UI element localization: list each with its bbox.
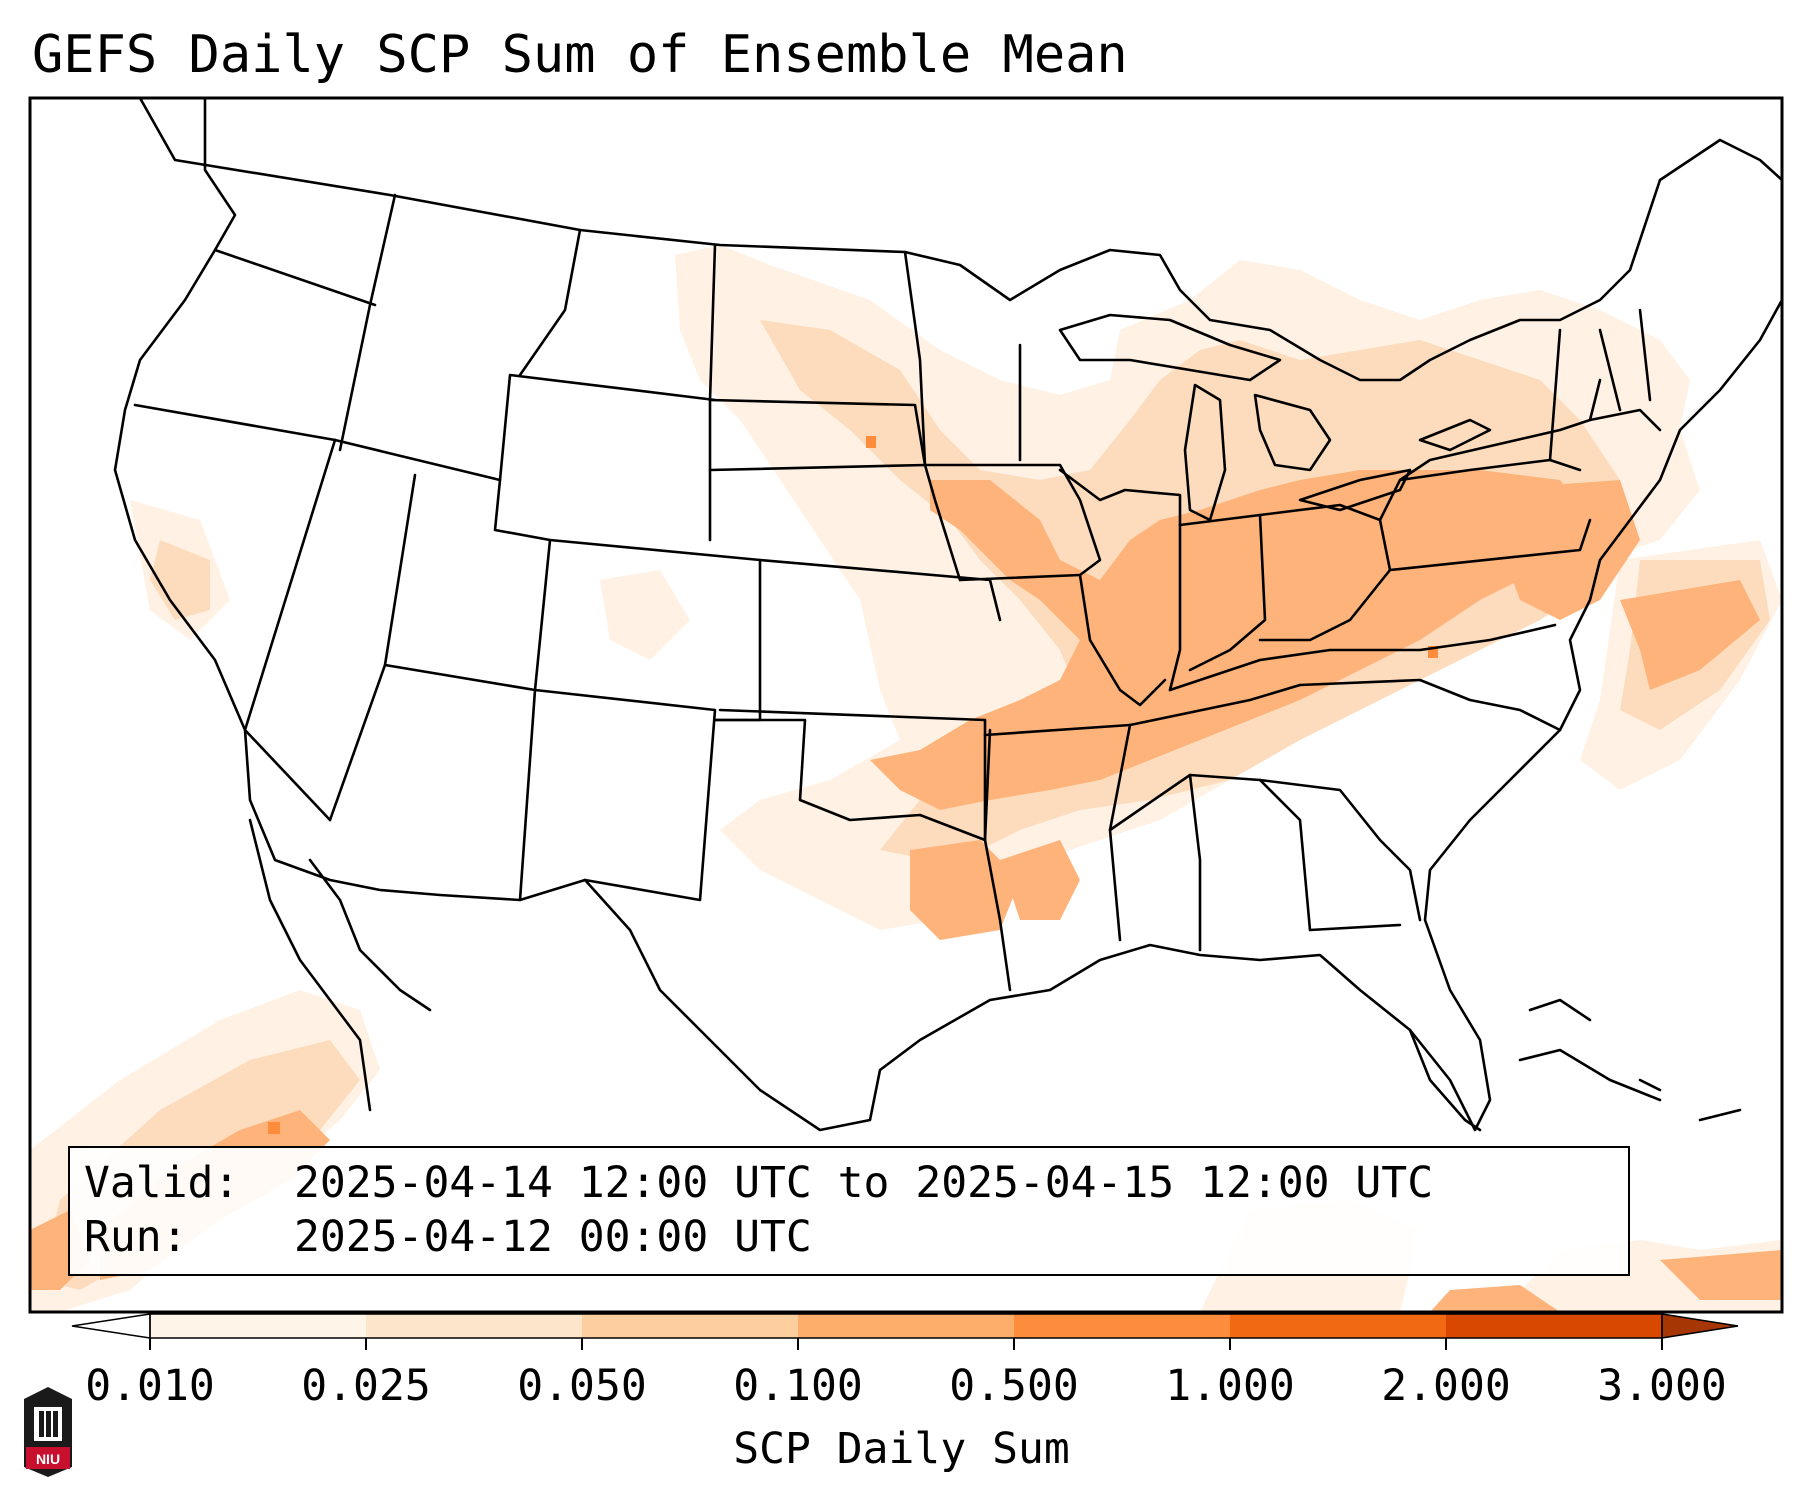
colorbar-tick-label: 0.500 [949, 1361, 1079, 1411]
colorbar-tick-label: 0.010 [85, 1361, 215, 1411]
canada-border [138, 98, 1782, 382]
colorbar-tick-label: 0.100 [733, 1361, 863, 1411]
map-frame [28, 96, 1784, 1314]
colorbar-ticks [149, 1338, 1663, 1350]
valid-label: Valid: [84, 1158, 240, 1208]
lake-superior [1058, 313, 1282, 382]
valid-line: Valid: 2025-04-14 12:00 UTC to 2025-04-15… [84, 1156, 1628, 1210]
run-value: 2025-04-12 00:00 UTC [294, 1212, 812, 1262]
colorbar-segment [582, 1314, 799, 1338]
colorbar-segment [366, 1314, 583, 1338]
colorbar-segment [150, 1314, 367, 1338]
lake-ontario [1418, 418, 1492, 452]
us-outline [113, 98, 1782, 1132]
lake-huron [1253, 393, 1332, 472]
colorbar-frame [149, 1313, 1663, 1339]
svg-text:NIU: NIU [36, 1451, 60, 1467]
info-box: Valid: 2025-04-14 12:00 UTC to 2025-04-15… [68, 1146, 1630, 1276]
colorbar-segment [1230, 1314, 1447, 1338]
boundaries [113, 98, 1782, 1132]
colorbar-extend-high [1661, 1313, 1739, 1339]
niu-logo-icon: NIU [24, 1387, 72, 1477]
run-line: Run: 2025-04-12 00:00 UTC [84, 1210, 1628, 1264]
colorbar-tick-label: 2.000 [1381, 1361, 1511, 1411]
colorbar-tick-label: 1.000 [1165, 1361, 1295, 1411]
run-label: Run: [84, 1212, 188, 1262]
colorbar-tick-label: 0.050 [517, 1361, 647, 1411]
colorbar-segment [1446, 1314, 1663, 1338]
colorbar-segment [1014, 1314, 1231, 1338]
colorbar [71, 1313, 1739, 1350]
colorbar-tick-label: 3.000 [1597, 1361, 1727, 1411]
colorbar-segment [798, 1314, 1015, 1338]
valid-value: 2025-04-14 12:00 UTC to 2025-04-15 12:00… [294, 1158, 1434, 1208]
colorbar-extend-low [71, 1313, 151, 1339]
colorbar-tick-label: 0.025 [301, 1361, 431, 1411]
page-title: GEFS Daily SCP Sum of Ensemble Mean [32, 25, 1128, 85]
scp-field-peak [268, 436, 1438, 1134]
colorbar-segments [150, 1314, 1663, 1338]
colorbar-label: SCP Daily Sum [733, 1424, 1070, 1474]
